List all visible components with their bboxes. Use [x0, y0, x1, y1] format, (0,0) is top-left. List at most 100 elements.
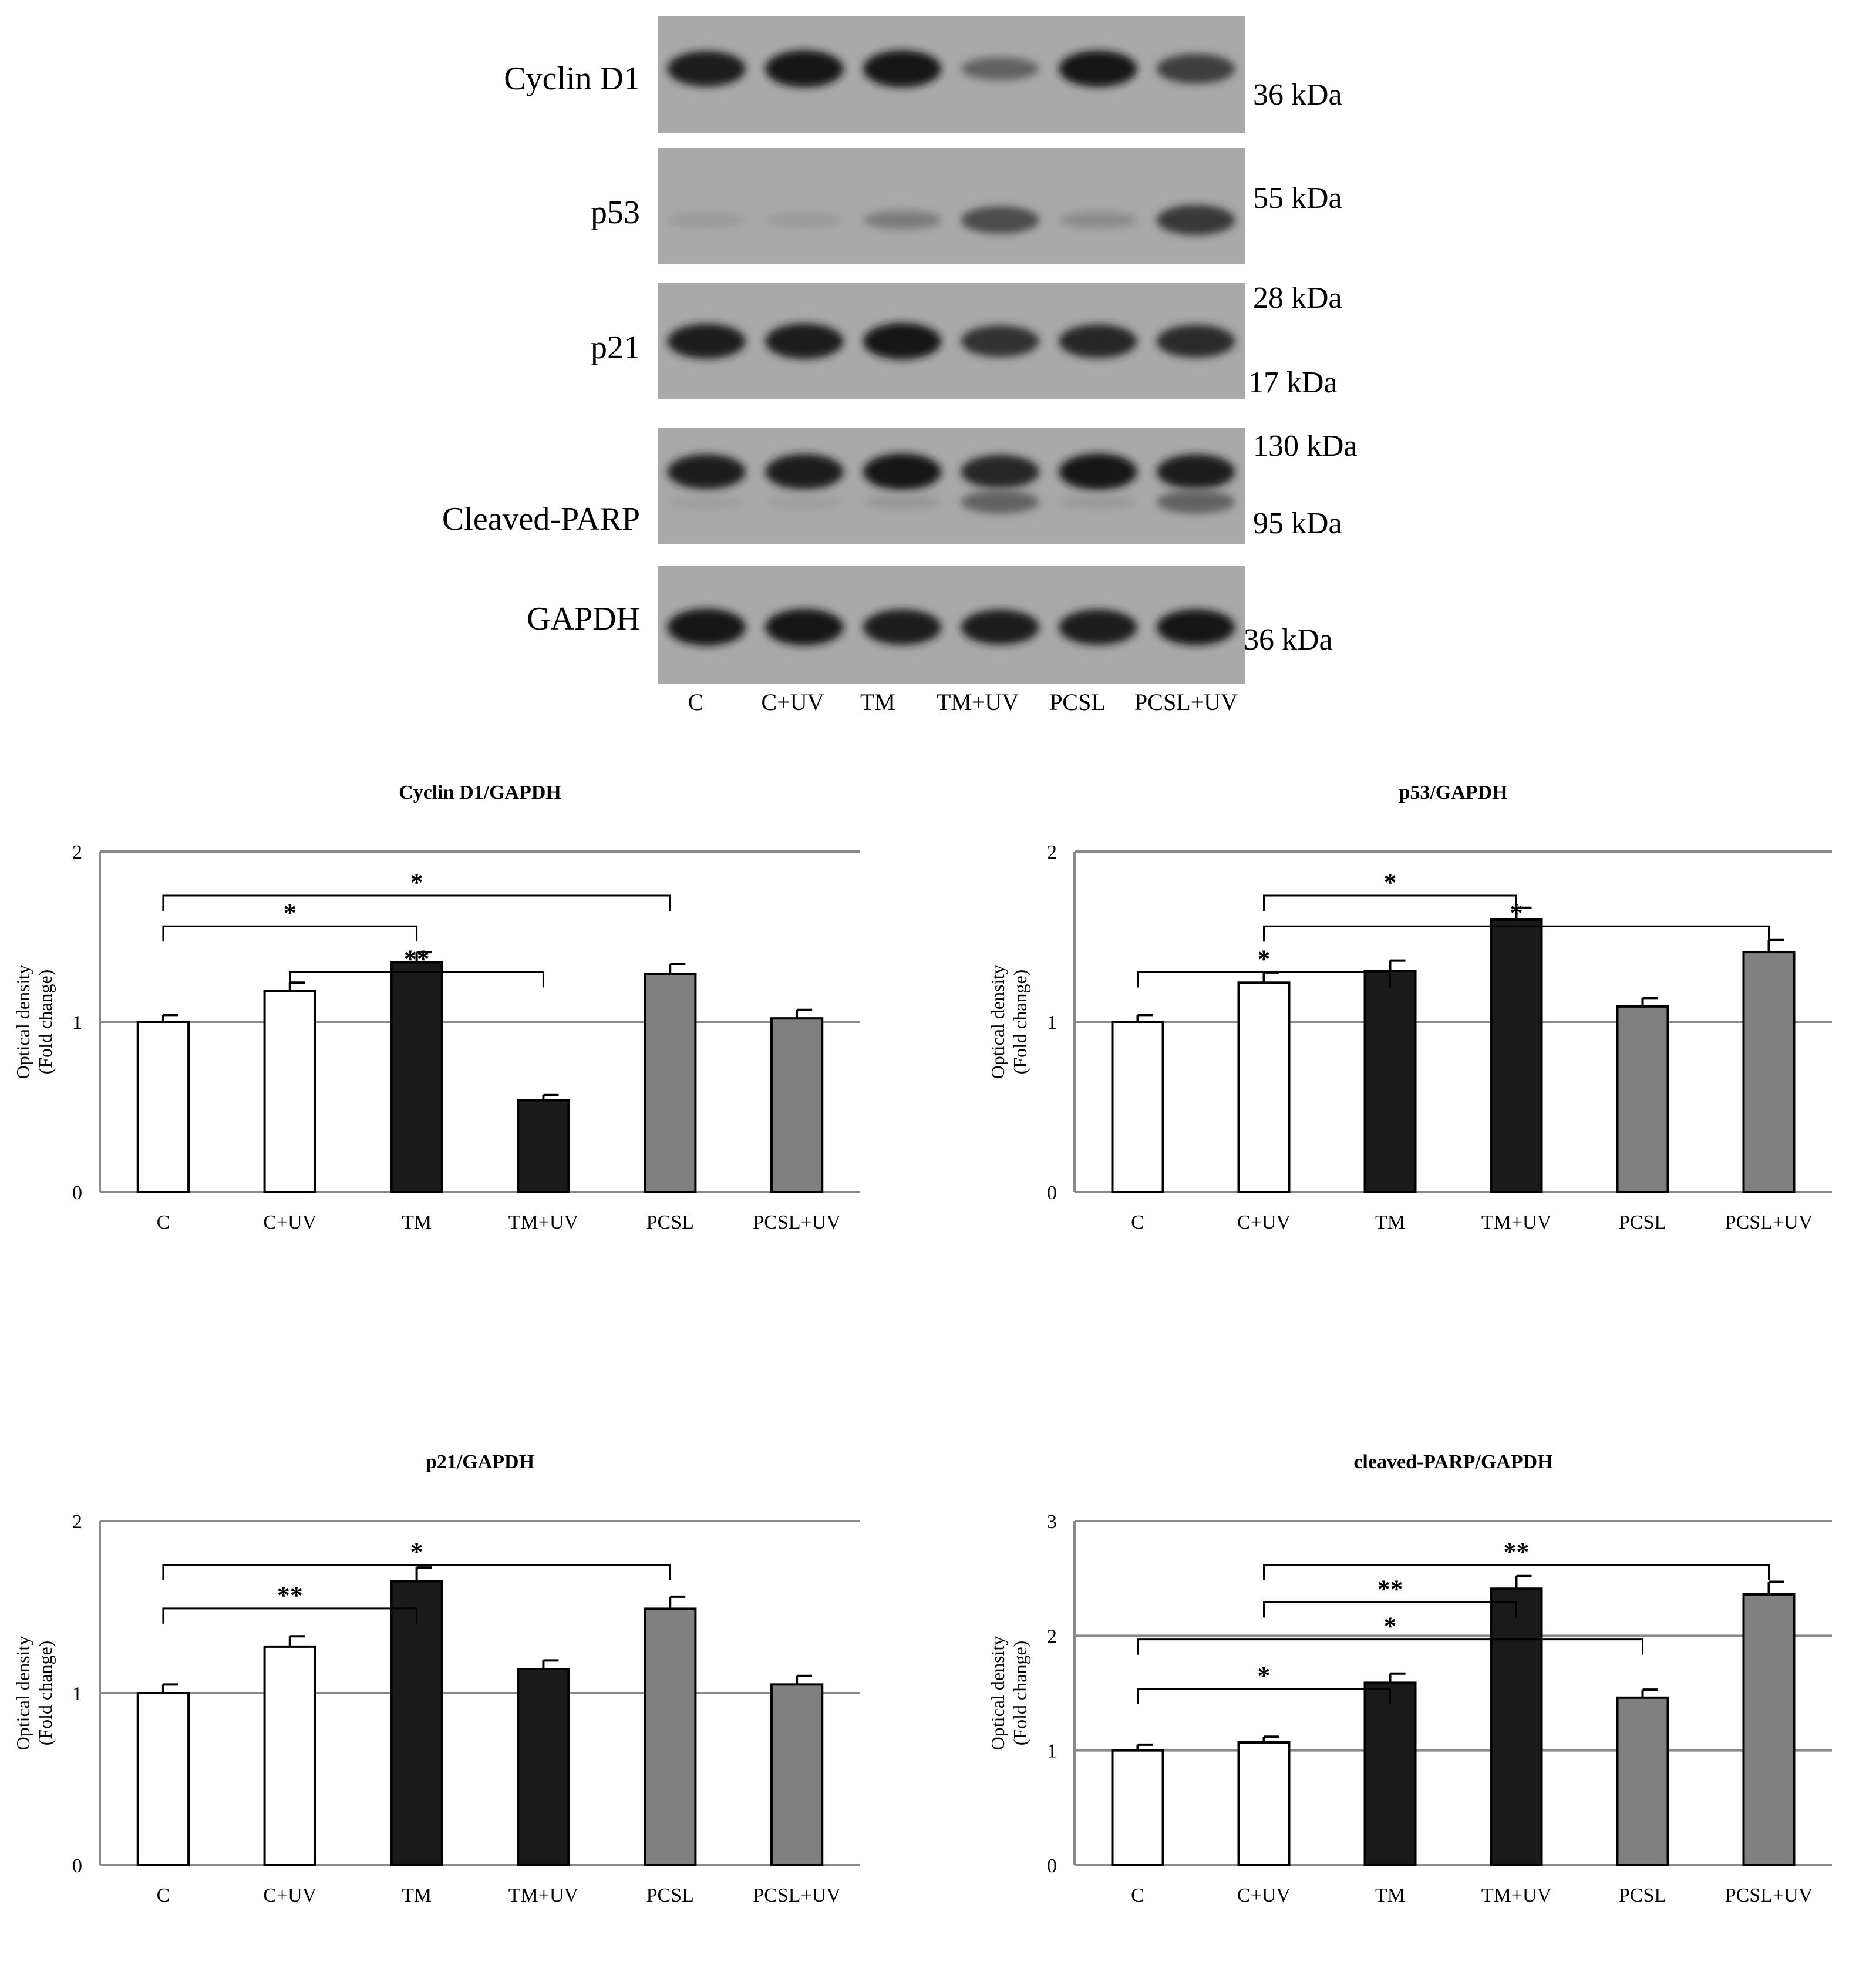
band	[667, 495, 746, 509]
chart-cleaved-parp: cleaved-PARP/GAPDH 0 1 2 3 Optical density (Fo…	[975, 1433, 1876, 1965]
x-tick-label: TM+UV	[1481, 1885, 1552, 1906]
y-tick-label: 1	[72, 1012, 82, 1034]
bar	[1742, 951, 1796, 1193]
band	[961, 610, 1039, 645]
chart-p53: p53/GAPDH 0 1 2 Optical density (Fold change)…	[975, 763, 1876, 1292]
bar	[517, 1667, 570, 1866]
significance-bracket	[162, 1607, 418, 1624]
bar	[1616, 1005, 1669, 1193]
lane-label: PCSL+UV	[1134, 689, 1238, 715]
kda-marker: 36 kDa	[1253, 78, 1342, 112]
band	[1157, 324, 1235, 358]
band	[667, 51, 746, 87]
bar	[770, 1683, 824, 1866]
gel-background	[658, 283, 1245, 399]
x-tick-label: C+UV	[1237, 1885, 1291, 1906]
band	[961, 325, 1039, 358]
y-axis-label: (Fold change)	[35, 1641, 56, 1746]
bar	[1237, 981, 1291, 1193]
band	[1157, 490, 1235, 514]
significance-label: *	[1384, 868, 1397, 897]
y-axis-label: Optical density	[987, 965, 1008, 1079]
significance-bracket	[1137, 971, 1391, 988]
band	[1059, 51, 1137, 87]
band	[1157, 454, 1235, 490]
bar	[263, 990, 316, 1193]
x-tick-label: PCSL+UV	[753, 1885, 841, 1906]
significance-label: **	[1377, 1574, 1403, 1603]
y-tick-label: 0	[72, 1182, 82, 1204]
kda-marker: 55 kDa	[1253, 181, 1342, 215]
lane-label: TM+UV	[936, 689, 1019, 715]
lane-label: TM	[860, 689, 895, 715]
x-tick-label: PCSL+UV	[1725, 1212, 1813, 1233]
gel-background	[658, 16, 1245, 133]
bar	[1616, 1696, 1669, 1866]
significance-bracket	[1263, 894, 1517, 911]
x-tick-label: TM	[402, 1212, 432, 1233]
y-tick-label: 1	[1047, 1741, 1057, 1762]
x-tick-label: PCSL+UV	[753, 1212, 841, 1233]
kda-marker: 17 kDa	[1248, 366, 1338, 399]
significance-label: *	[284, 899, 297, 927]
band	[1059, 324, 1137, 358]
x-tick-label: PCSL	[1619, 1212, 1666, 1233]
bar	[1111, 1749, 1164, 1867]
bar	[136, 1692, 190, 1866]
band	[961, 206, 1039, 234]
band	[863, 494, 942, 509]
band	[863, 453, 942, 490]
x-tick-label: PCSL	[646, 1885, 694, 1906]
gel-strip-p53	[658, 148, 1245, 264]
x-tick-label: PCSL	[646, 1212, 694, 1233]
y-axis-label: Optical density	[12, 965, 33, 1079]
significance-bracket	[1137, 1688, 1391, 1704]
kda-marker: 95 kDa	[1253, 507, 1342, 540]
gel-strip-p21	[658, 283, 1245, 399]
x-tick-label: TM	[402, 1885, 432, 1906]
bar	[1490, 918, 1543, 1193]
x-tick-label: TM+UV	[1481, 1212, 1552, 1233]
x-tick-label: C	[157, 1885, 170, 1906]
y-tick-label: 0	[72, 1855, 82, 1877]
bar	[1490, 1587, 1543, 1866]
chart-title: Cyclin D1/GAPDH	[399, 782, 561, 803]
band	[765, 213, 844, 227]
band	[863, 50, 942, 88]
bar	[644, 973, 697, 1193]
y-axis-label: (Fold change)	[1009, 1641, 1030, 1746]
band	[765, 50, 844, 88]
band	[1059, 211, 1137, 228]
y-tick-label: 1	[1047, 1012, 1057, 1034]
band	[1157, 53, 1235, 84]
y-tick-label: 2	[72, 842, 82, 863]
significance-bracket	[289, 971, 544, 988]
band	[667, 608, 746, 646]
significance-label: *	[410, 868, 423, 897]
y-tick-label: 2	[1047, 842, 1057, 863]
band	[1157, 204, 1235, 235]
x-tick-label: C	[157, 1212, 170, 1233]
significance-label: **	[1504, 1537, 1530, 1566]
bar	[1742, 1593, 1796, 1866]
lane-label: C+UV	[761, 689, 824, 715]
band	[765, 323, 844, 359]
x-tick-label: PCSL+UV	[1725, 1885, 1813, 1906]
gel-strip-cyclin-d1	[658, 16, 1245, 133]
chart-title: p21/GAPDH	[426, 1451, 534, 1473]
band	[961, 490, 1039, 514]
band	[667, 454, 746, 490]
significance-label: *	[1384, 1612, 1397, 1641]
x-tick-label: C+UV	[263, 1212, 316, 1233]
bar	[1363, 1681, 1417, 1866]
y-tick-label: 2	[1047, 1626, 1057, 1647]
gel-strip-gapdh	[658, 566, 1245, 684]
y-tick-label: 3	[1047, 1511, 1057, 1533]
band	[961, 455, 1039, 489]
band	[667, 213, 746, 227]
blot-label-cyclin-d1: Cyclin D1	[504, 60, 640, 97]
y-axis-label: Optical density	[12, 1636, 33, 1751]
band	[863, 322, 942, 360]
significance-label: *	[1258, 945, 1271, 974]
bar	[517, 1099, 570, 1194]
